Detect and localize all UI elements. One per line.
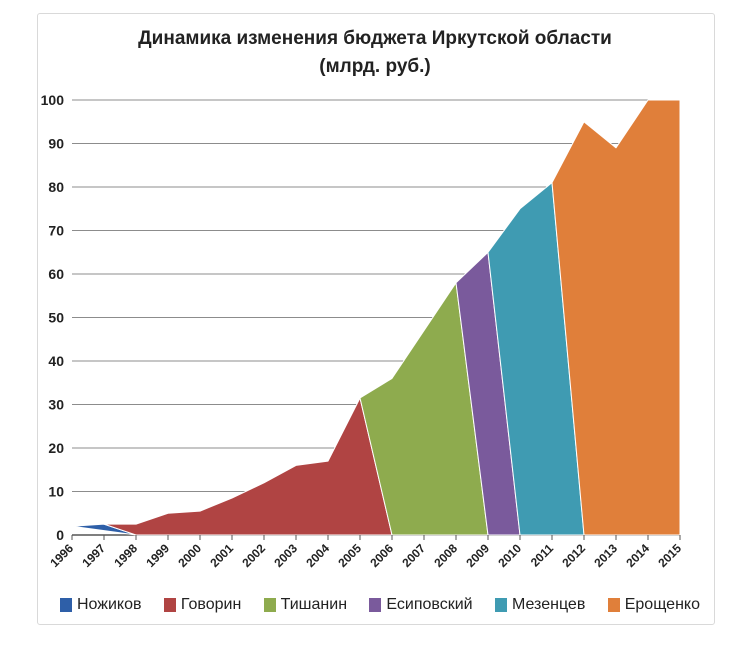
x-tick-label: 2005 [335,541,364,570]
x-tick-label: 1999 [143,541,172,570]
x-tick-label: 2011 [528,541,557,570]
x-tick-label: 2004 [303,541,332,570]
legend: Ножиков Говорин Тишанин Есиповский Мезенцев Е… [60,590,700,620]
x-tick-label: 2006 [367,541,396,570]
legend-swatch [495,598,507,612]
x-tick-label: 2007 [399,541,428,570]
legend-swatch [263,598,276,612]
y-tick-label: 40 [48,353,64,369]
y-tick-label: 70 [48,223,64,239]
legend-item: Ножиков [60,596,142,614]
x-tick-label: 1998 [111,541,140,570]
y-tick-label: 0 [56,527,64,543]
x-tick-label: 2012 [559,541,588,570]
x-tick-label: 2015 [655,541,684,570]
legend-item: Есиповский [369,596,473,614]
x-tick-label: 2002 [239,541,268,570]
legend-item: Тишанин [263,596,348,614]
x-tick-label: 2010 [495,541,524,570]
y-axis: 0 10 20 30 40 50 60 70 80 90 100 [41,92,65,543]
legend-swatch [607,598,620,612]
x-tick-label: 2000 [175,541,204,570]
x-tick-label: 2013 [591,541,620,570]
x-axis: 1996 1997 1998 1999 2000 2001 2002 2003 2004 2005… [47,535,684,570]
chart-title: Динамика изменения бюджета Иркутской обл… [138,28,612,49]
x-tick-label: 2001 [207,541,236,570]
y-tick-label: 30 [48,397,64,413]
x-tick-label: 1996 [47,541,76,570]
legend-swatch [369,598,382,612]
y-tick-label: 100 [41,92,65,108]
legend-label: Говорин [180,596,242,613]
series-area-1 [103,397,393,536]
legend-label: Ерощенко [624,596,700,613]
x-tick-label: 1997 [79,541,108,570]
y-tick-label: 80 [48,179,64,195]
legend-label: Есиповский [386,596,473,613]
legend-swatch [163,598,176,612]
x-tick-label: 2008 [431,541,460,570]
series-area-5 [551,99,681,536]
legend-label: Ножиков [77,596,142,613]
y-tick-label: 90 [48,136,64,152]
legend-label: Тишанин [280,596,348,613]
x-tick-label: 2003 [271,541,300,570]
x-tick-label: 2009 [463,541,492,570]
y-tick-label: 60 [48,266,64,282]
legend-item: Говорин [163,596,242,614]
legend-item: Мезенцев [495,596,585,614]
legend-label: Мезенцев [512,596,586,613]
y-tick-label: 50 [48,310,64,326]
y-tick-label: 20 [48,440,64,456]
legend-item: Ерощенко [607,596,700,614]
x-tick-label: 2014 [623,541,652,570]
chart-subtitle: (млрд. руб.) [319,56,431,77]
series-areas [71,99,681,536]
legend-swatch [60,598,72,612]
y-tick-label: 10 [48,484,64,500]
